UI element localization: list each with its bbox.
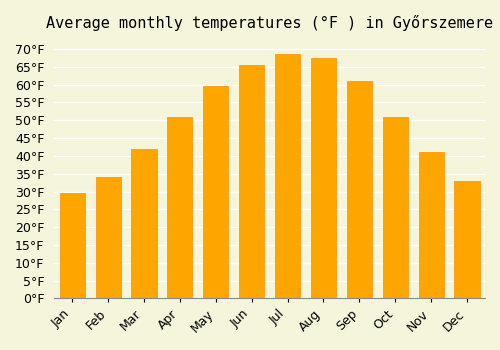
Bar	[132, 149, 156, 299]
Bar	[168, 117, 192, 299]
Bar	[60, 193, 84, 299]
Bar	[239, 65, 264, 299]
Bar	[96, 177, 120, 299]
Bar	[275, 54, 300, 299]
Bar	[347, 81, 372, 299]
Bar	[418, 152, 444, 299]
Bar	[454, 181, 479, 299]
Bar	[382, 117, 408, 299]
Bar	[311, 58, 336, 299]
Bar	[203, 86, 228, 299]
Title: Average monthly temperatures (°F ) in Győrszemere: Average monthly temperatures (°F ) in Gy…	[46, 15, 493, 31]
